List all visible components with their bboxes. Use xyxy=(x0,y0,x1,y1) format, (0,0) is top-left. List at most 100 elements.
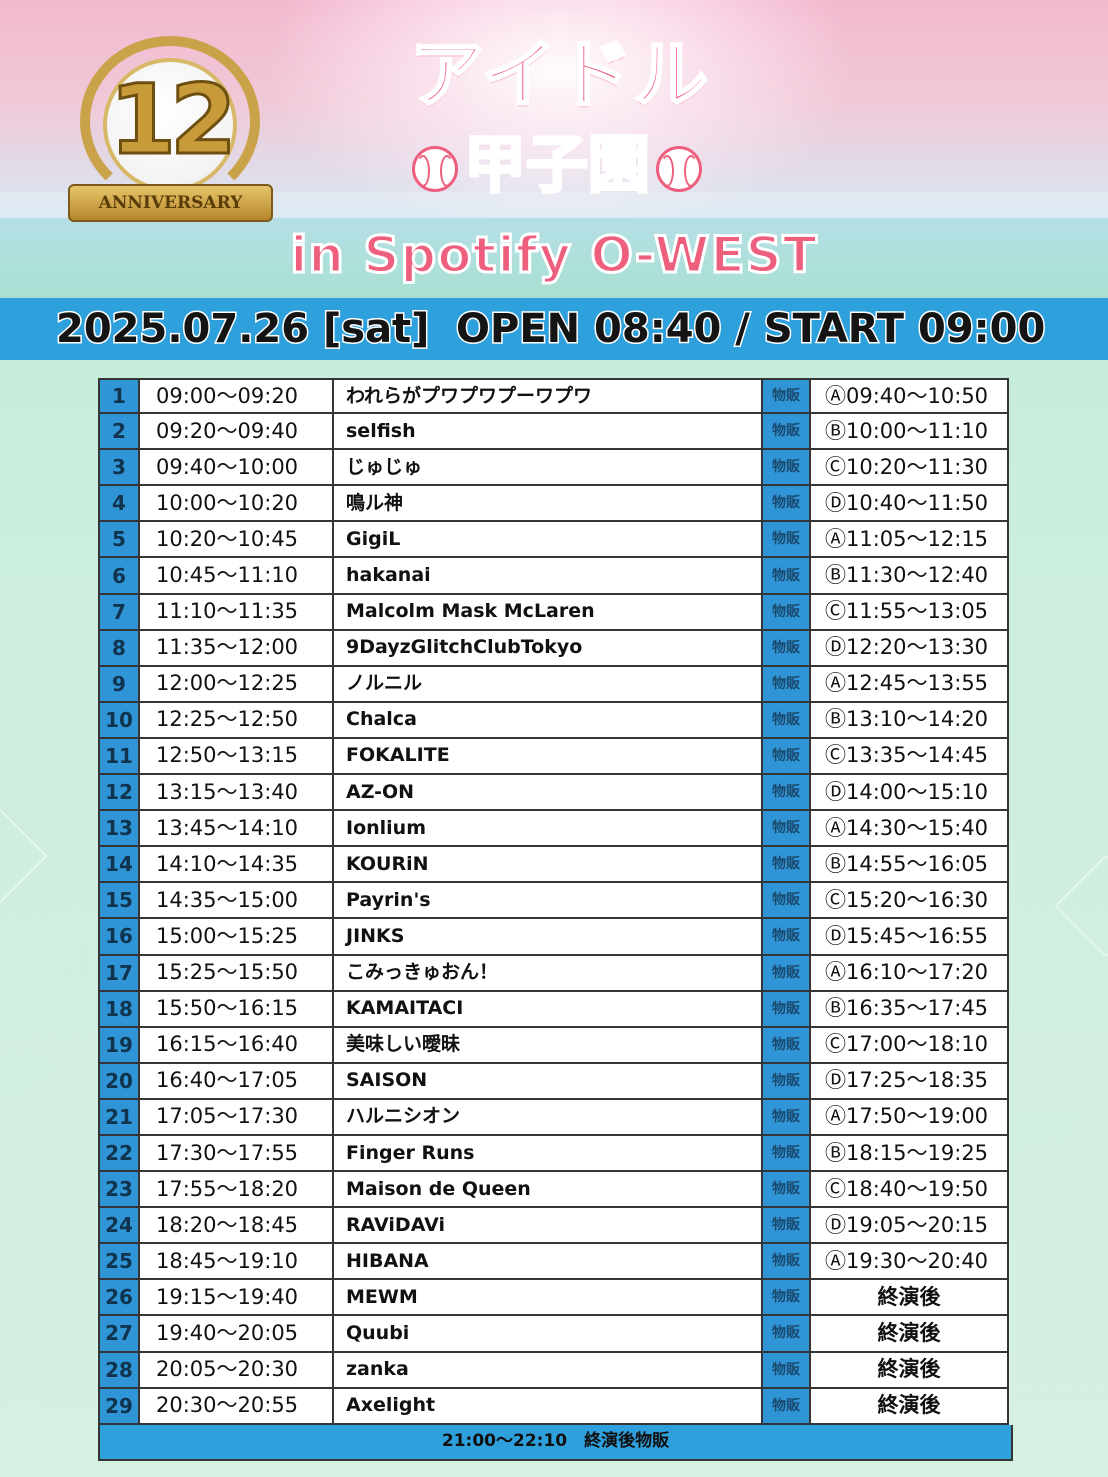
artist-name: selfish xyxy=(332,414,763,451)
slot-number: 24 xyxy=(98,1208,140,1245)
anniversary-emblem: 12 ANNIVERSARY xyxy=(58,26,283,226)
performance-time: 11:35～12:00 xyxy=(138,630,334,667)
slot-number: 7 xyxy=(98,594,140,631)
event-title-text: 甲子園 xyxy=(462,127,651,203)
slot-number: 27 xyxy=(98,1316,140,1353)
merch-time: Ⓒ15:20～16:30 xyxy=(809,883,1009,920)
merch-time: Ⓑ10:00～11:10 xyxy=(809,414,1009,451)
merch-label: 物販 xyxy=(761,1352,811,1389)
slot-number: 9 xyxy=(98,666,140,703)
merch-time: Ⓐ16:10～17:20 xyxy=(809,955,1009,992)
laurel-wreath-icon xyxy=(80,36,260,206)
slot-number: 1 xyxy=(98,378,140,415)
table-row: 6 10:45～11:10 hakanai 物販 Ⓑ11:30～12:40 xyxy=(98,558,1013,595)
slot-number: 28 xyxy=(98,1352,140,1389)
merch-label: 物販 xyxy=(761,1388,811,1425)
artist-name: Chalca xyxy=(332,702,763,739)
merch-time: Ⓑ16:35～17:45 xyxy=(809,991,1009,1028)
performance-time: 12:25～12:50 xyxy=(138,702,334,739)
banner-field xyxy=(0,218,1108,298)
performance-time: 20:30～20:55 xyxy=(138,1388,334,1425)
table-row: 11 12:50～13:15 FOKALITE 物販 Ⓒ13:35～14:45 xyxy=(98,738,1013,776)
slot-number: 4 xyxy=(98,486,140,523)
artist-name: われらがプワプワプーワプワ xyxy=(332,378,763,415)
merch-time: 終演後 xyxy=(809,1316,1009,1353)
performance-time: 18:45～19:10 xyxy=(138,1244,334,1281)
merch-label: 物販 xyxy=(761,1063,811,1100)
artist-name: AZ-ON xyxy=(332,775,763,812)
event-date: 2025.07.26 [sat] xyxy=(54,305,430,354)
merch-label: 物販 xyxy=(761,991,811,1028)
slot-number: 23 xyxy=(98,1172,140,1209)
artist-name: じゅじゅ xyxy=(332,450,763,487)
venue-title: in Spotify O-WEST xyxy=(289,225,818,286)
table-row: 19 16:15～16:40 美味しい曖昧 物販 Ⓒ17:00～18:10 xyxy=(98,1027,1013,1064)
artist-name: こみっきゅおん！ xyxy=(332,955,763,992)
performance-time: 11:10～11:35 xyxy=(138,594,334,631)
table-row: 15 14:35～15:00 Payrin's 物販 Ⓒ15:20～16:30 xyxy=(98,883,1013,920)
slot-number: 6 xyxy=(98,558,140,595)
artist-name: FOKALITE xyxy=(332,738,763,776)
baseball-icon xyxy=(103,58,237,192)
performance-time: 15:00～15:25 xyxy=(138,919,334,956)
merch-label: 物販 xyxy=(761,630,811,667)
table-row: 5 10:20～10:45 GigiL 物販 Ⓐ11:05～12:15 xyxy=(98,522,1013,559)
merch-time: 終演後 xyxy=(809,1352,1009,1389)
slot-number: 21 xyxy=(98,1099,140,1136)
table-row: 17 15:25～15:50 こみっきゅおん！ 物販 Ⓐ16:10～17:20 xyxy=(98,955,1013,992)
artist-name: Payrin's xyxy=(332,883,763,920)
merch-time: Ⓐ09:40～10:50 xyxy=(809,378,1009,415)
anniversary-number: 12 xyxy=(108,64,239,176)
slot-number: 25 xyxy=(98,1244,140,1281)
artist-name: 9DayzGlitchClubTokyo xyxy=(332,630,763,667)
performance-time: 18:20～18:45 xyxy=(138,1208,334,1245)
merch-time: Ⓐ19:30～20:40 xyxy=(809,1244,1009,1281)
merch-label: 物販 xyxy=(761,450,811,487)
slot-number: 26 xyxy=(98,1280,140,1317)
event-title-line1: アイドル xyxy=(408,31,711,120)
merch-label: 物販 xyxy=(761,1099,811,1136)
artist-name: zanka xyxy=(332,1352,763,1389)
table-row: 2 09:20～09:40 selfish 物販 Ⓑ10:00～11:10 xyxy=(98,414,1013,451)
merch-label: 物販 xyxy=(761,702,811,739)
slot-number: 12 xyxy=(98,775,140,812)
merch-label: 物販 xyxy=(761,1244,811,1281)
merch-time: Ⓑ14:55～16:05 xyxy=(809,847,1009,884)
table-row: 10 12:25～12:50 Chalca 物販 Ⓑ13:10～14:20 xyxy=(98,702,1013,739)
artist-name: ハルニシオン xyxy=(332,1099,763,1136)
merch-time: 終演後 xyxy=(809,1280,1009,1317)
artist-name: SAISON xyxy=(332,1063,763,1100)
slot-number: 10 xyxy=(98,702,140,739)
slot-number: 15 xyxy=(98,883,140,920)
table-row: 26 19:15～19:40 MEWM 物販 終演後 xyxy=(98,1280,1013,1317)
table-row: 7 11:10～11:35 Malcolm Mask McLaren 物販 Ⓒ11:55… xyxy=(98,594,1013,631)
anniversary-ribbon: ANNIVERSARY xyxy=(68,184,273,222)
slot-number: 29 xyxy=(98,1388,140,1425)
performance-time: 10:20～10:45 xyxy=(138,522,334,559)
artist-name: MEWM xyxy=(332,1280,763,1317)
merch-label: 物販 xyxy=(761,378,811,415)
post-show-merch-footer: 21:00～22:10 終演後物販 xyxy=(98,1424,1013,1461)
performance-time: 19:40～20:05 xyxy=(138,1316,334,1353)
merch-label: 物販 xyxy=(761,522,811,559)
performance-time: 10:00～10:20 xyxy=(138,486,334,523)
performance-time: 16:40～17:05 xyxy=(138,1063,334,1100)
table-row: 23 17:55～18:20 Maison de Queen 物販 Ⓒ18:40～19:… xyxy=(98,1172,1013,1209)
table-row: 8 11:35～12:00 9DayzGlitchClubTokyo 物販 Ⓓ12:20… xyxy=(98,630,1013,667)
merch-time: Ⓐ14:30～15:40 xyxy=(809,811,1009,848)
artist-name: Finger Runs xyxy=(332,1135,763,1173)
performance-time: 13:15～13:40 xyxy=(138,775,334,812)
artist-name: Quubi xyxy=(332,1316,763,1353)
artist-name: Ionlium xyxy=(332,811,763,848)
slot-number: 19 xyxy=(98,1027,140,1064)
merch-time: Ⓓ10:40～11:50 xyxy=(809,486,1009,523)
artist-name: KOURiN xyxy=(332,847,763,884)
performance-time: 12:50～13:15 xyxy=(138,738,334,776)
baseball-icon xyxy=(656,145,702,192)
performance-time: 15:25～15:50 xyxy=(138,955,334,992)
slot-number: 2 xyxy=(98,414,140,451)
table-row: 16 15:00～15:25 JINKS 物販 Ⓓ15:45～16:55 xyxy=(98,919,1013,956)
merch-label: 物販 xyxy=(761,775,811,812)
performance-time: 14:10～14:35 xyxy=(138,847,334,884)
field-line-decoration xyxy=(0,805,47,907)
